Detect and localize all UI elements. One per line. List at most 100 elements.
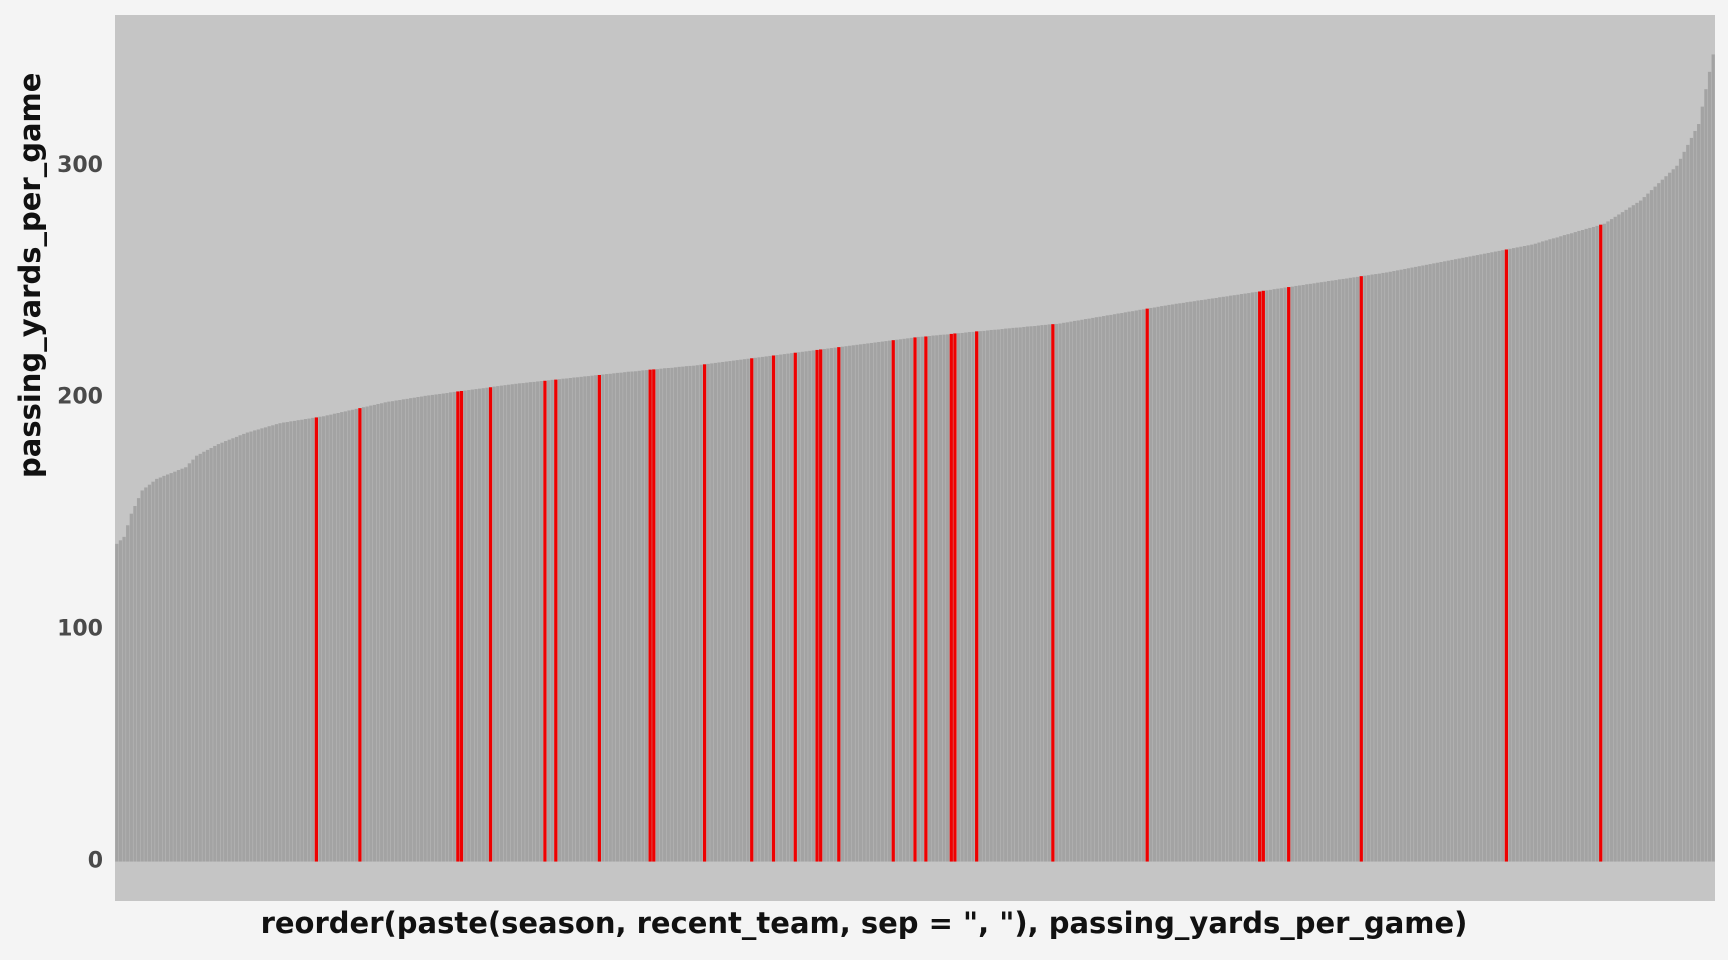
bar (1388, 271, 1392, 862)
bar (1330, 280, 1334, 862)
bar (1530, 244, 1534, 862)
bar (634, 371, 638, 862)
bar-highlighted (891, 340, 895, 862)
bar-highlighted (1261, 290, 1265, 862)
bar (1185, 302, 1189, 862)
bar (1312, 283, 1316, 862)
bar (169, 473, 173, 862)
bar (1341, 278, 1345, 862)
bar (1479, 254, 1483, 862)
bar-highlighted (1359, 276, 1363, 862)
bar (514, 383, 518, 862)
bar (1127, 311, 1131, 862)
bar (1152, 307, 1157, 862)
bar-highlighted (1287, 287, 1291, 862)
bar (797, 352, 801, 862)
bar (427, 395, 431, 862)
bar (1435, 262, 1440, 862)
bar (492, 386, 496, 862)
bar (372, 404, 377, 862)
bar (1515, 247, 1519, 862)
bar (1170, 304, 1175, 862)
bar (568, 377, 572, 862)
bar (173, 471, 177, 862)
bar (318, 416, 322, 862)
bar (1225, 296, 1229, 862)
bar (677, 366, 681, 862)
bar (343, 411, 348, 862)
bar (256, 429, 260, 862)
bar (946, 334, 950, 862)
bar-highlighted (702, 364, 707, 862)
bar-highlighted (837, 347, 841, 862)
bar (1160, 306, 1164, 862)
bar (1482, 253, 1487, 862)
bar (692, 365, 696, 862)
bar (735, 360, 739, 862)
bar (1620, 212, 1625, 862)
bar (1025, 326, 1030, 862)
bar (1559, 236, 1563, 862)
bar (663, 368, 667, 862)
bar (608, 373, 612, 862)
bar (942, 334, 946, 862)
bar (840, 346, 845, 862)
bar (510, 384, 514, 862)
bar (1635, 202, 1639, 862)
bar (898, 339, 903, 862)
bar (1334, 280, 1338, 862)
bar (278, 423, 282, 862)
bar (1689, 137, 1694, 862)
bar (1410, 267, 1414, 862)
bar (612, 373, 616, 862)
bar (1486, 252, 1490, 862)
bar (659, 368, 663, 862)
bar (1091, 317, 1095, 862)
bar (467, 390, 471, 862)
y-tick-label: 0 (88, 849, 103, 874)
bar (902, 338, 906, 862)
bar (1613, 216, 1617, 862)
bar (1551, 238, 1556, 862)
bar (1414, 266, 1418, 862)
bar (496, 386, 500, 862)
bar (1671, 169, 1675, 862)
bar (1239, 294, 1244, 862)
bar (964, 332, 968, 862)
bar (347, 410, 351, 862)
bar (282, 422, 286, 862)
bar (1432, 263, 1436, 862)
bar (1453, 259, 1458, 862)
bar-highlighted (459, 390, 464, 862)
bar (1584, 228, 1588, 862)
bar (1181, 302, 1186, 862)
bar (590, 375, 594, 862)
bar-highlighted (1504, 249, 1509, 862)
bar (1033, 326, 1037, 862)
bar (1522, 246, 1527, 862)
bar (575, 377, 580, 862)
bar (1301, 284, 1305, 862)
bar (412, 397, 416, 862)
bar (546, 380, 551, 862)
bar (1417, 266, 1421, 862)
bar (1573, 232, 1577, 862)
bar (869, 342, 874, 862)
bar (1446, 260, 1450, 862)
bar (1040, 325, 1044, 862)
bar (289, 421, 293, 862)
bar-highlighted (815, 349, 819, 862)
bar (151, 481, 155, 862)
bar (1443, 261, 1447, 862)
bar (1018, 327, 1022, 862)
bar (448, 392, 453, 862)
bar (1203, 299, 1207, 862)
bar (728, 361, 732, 862)
bar (336, 413, 340, 862)
bar (1377, 273, 1382, 862)
bar (1352, 277, 1356, 862)
bar (822, 348, 826, 862)
bar (1508, 248, 1512, 862)
